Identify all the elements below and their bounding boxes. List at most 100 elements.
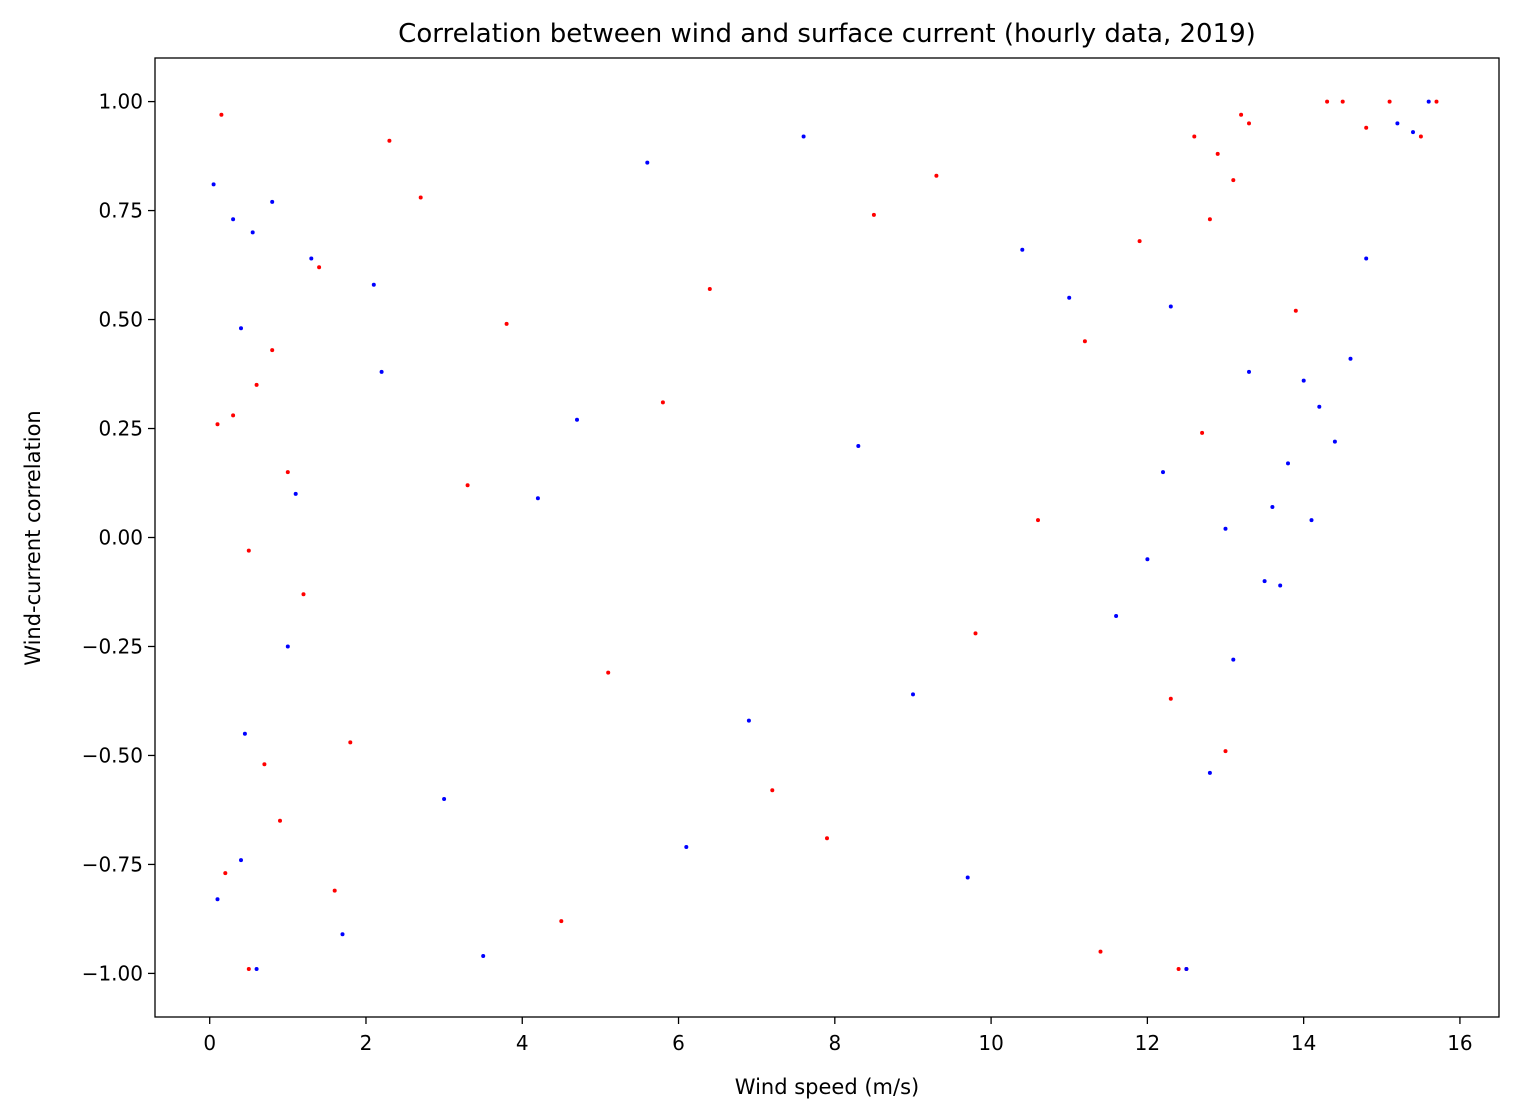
data-point-series-2	[239, 326, 243, 331]
data-point-series-2	[1184, 967, 1189, 971]
data-point-series-2	[285, 644, 290, 649]
data-point-series-2	[575, 417, 579, 422]
scatter-points	[211, 99, 1439, 971]
x-tick-label: 14	[1291, 1031, 1316, 1055]
data-point-series-2	[481, 954, 486, 958]
data-point-series-1	[606, 670, 611, 675]
data-point-series-1	[1137, 239, 1142, 244]
data-point-series-2	[1161, 470, 1165, 475]
data-point-series-1	[270, 348, 275, 353]
x-tick-label: 10	[978, 1031, 1003, 1055]
data-point-series-2	[1348, 356, 1353, 361]
data-point-series-2	[1223, 526, 1228, 531]
data-point-series-2	[645, 160, 650, 165]
data-point-series-1	[387, 138, 392, 143]
y-axis-ticks: 1.00 0.75 0.50 0.25 0.00 −0.25 −0.50 −0.75 −1.00	[82, 90, 155, 985]
data-point-series-1	[231, 413, 236, 418]
data-point-series-1	[1192, 134, 1197, 139]
data-point-series-1	[1200, 430, 1205, 435]
data-point-series-2	[1270, 505, 1275, 509]
data-point-series-1	[1207, 217, 1212, 222]
data-point-series-1	[223, 871, 228, 876]
x-tick-label: 16	[1447, 1031, 1472, 1055]
data-point-series-1	[1325, 99, 1330, 104]
x-tick-label: 12	[1135, 1031, 1160, 1055]
data-point-series-1	[825, 836, 829, 841]
data-point-series-2	[1145, 557, 1150, 562]
data-point-series-1	[254, 382, 259, 387]
data-point-series-2	[801, 134, 806, 139]
y-tick-label: −0.50	[82, 743, 143, 767]
data-point-series-1	[1223, 749, 1228, 754]
y-tick-label: 0.00	[98, 526, 143, 550]
data-point-series-2	[231, 217, 236, 222]
data-point-series-1	[1036, 518, 1040, 523]
data-point-series-2	[1262, 579, 1267, 584]
data-point-series-2	[684, 845, 689, 849]
data-point-series-2	[1168, 304, 1173, 309]
data-point-series-2	[254, 967, 259, 971]
x-tick-label: 2	[360, 1031, 373, 1055]
y-axis-label: Wind-current correlation	[21, 410, 45, 665]
data-point-series-2	[309, 256, 314, 261]
y-tick-label: 1.00	[98, 90, 143, 114]
data-point-series-1	[1247, 121, 1251, 126]
data-point-series-2	[1114, 614, 1119, 618]
data-point-series-2	[911, 692, 915, 697]
data-point-series-1	[246, 967, 251, 971]
data-point-series-1	[1340, 99, 1345, 104]
data-point-series-1	[934, 173, 939, 178]
y-tick-label: −1.00	[82, 961, 143, 985]
y-tick-label: −0.75	[82, 852, 143, 876]
data-point-series-1	[871, 212, 876, 217]
x-tick-label: 6	[672, 1031, 685, 1055]
data-point-series-2	[239, 858, 243, 863]
data-point-series-2	[535, 496, 540, 501]
data-point-series-1	[301, 592, 306, 597]
data-point-series-2	[293, 491, 298, 496]
data-point-series-2	[1426, 99, 1431, 104]
data-point-series-1	[285, 470, 290, 475]
data-point-series-2	[965, 875, 970, 880]
data-point-series-2	[1309, 518, 1314, 523]
y-tick-label: 0.75	[98, 199, 143, 223]
data-point-series-2	[215, 897, 220, 902]
y-tick-label: −0.25	[82, 634, 143, 658]
data-point-series-1	[246, 548, 251, 553]
data-point-series-1	[1231, 178, 1236, 183]
data-point-series-1	[1082, 339, 1087, 344]
data-point-series-2	[250, 230, 255, 235]
data-point-series-2	[1231, 657, 1236, 662]
data-point-series-1	[332, 888, 337, 893]
y-tick-label: 0.50	[98, 308, 143, 332]
chart-title: Correlation between wind and surface cur…	[398, 19, 1256, 49]
data-point-series-1	[215, 422, 220, 427]
data-point-series-2	[1067, 295, 1072, 300]
data-point-series-1	[1387, 99, 1392, 104]
data-point-series-1	[973, 631, 978, 636]
data-point-series-1	[418, 195, 423, 200]
data-point-series-2	[746, 718, 751, 723]
data-point-series-2	[1332, 439, 1337, 444]
y-tick-label: 0.25	[98, 417, 143, 441]
data-point-series-2	[1247, 369, 1251, 374]
data-point-series-2	[1020, 247, 1025, 252]
data-point-series-2	[1395, 121, 1400, 126]
data-point-series-2	[270, 199, 275, 204]
data-point-series-1	[1418, 134, 1423, 139]
data-point-series-1	[660, 400, 665, 405]
data-point-series-2	[211, 182, 216, 187]
data-point-series-2	[1301, 378, 1306, 383]
data-point-series-1	[770, 788, 775, 793]
data-point-series-1	[262, 762, 267, 767]
x-tick-label: 4	[516, 1031, 529, 1055]
data-point-series-1	[1239, 112, 1244, 117]
data-point-series-1	[1364, 125, 1369, 130]
data-point-series-1	[1293, 308, 1298, 313]
x-axis-ticks: 0 2 4 6 8 10 12 14 16	[203, 1017, 1473, 1055]
x-tick-label: 0	[203, 1031, 216, 1055]
data-point-series-1	[219, 112, 224, 117]
data-point-series-1	[1215, 151, 1220, 156]
